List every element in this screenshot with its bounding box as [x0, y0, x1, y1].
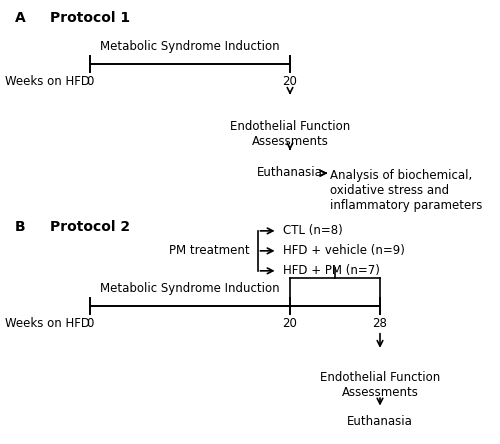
Text: Endothelial Function
Assessments: Endothelial Function Assessments	[320, 371, 440, 399]
Text: HFD + PM (n=7): HFD + PM (n=7)	[282, 264, 380, 278]
Text: B: B	[15, 220, 26, 234]
Text: CTL (n=8): CTL (n=8)	[282, 224, 343, 238]
Text: PM treatment: PM treatment	[170, 244, 250, 258]
Text: A: A	[15, 11, 26, 25]
Text: Weeks on HFD: Weeks on HFD	[5, 317, 90, 330]
Text: Metabolic Syndrome Induction: Metabolic Syndrome Induction	[100, 40, 280, 53]
Text: 0: 0	[86, 317, 94, 330]
Text: Analysis of biochemical,
oxidative stress and
inflammatory parameters: Analysis of biochemical, oxidative stres…	[330, 169, 482, 212]
Text: Euthanasia: Euthanasia	[257, 166, 323, 179]
Text: Protocol 1: Protocol 1	[50, 11, 130, 25]
Text: Euthanasia: Euthanasia	[347, 415, 413, 428]
Text: HFD + vehicle (n=9): HFD + vehicle (n=9)	[282, 244, 405, 258]
Text: 28: 28	[372, 317, 388, 330]
Text: Metabolic Syndrome Induction: Metabolic Syndrome Induction	[100, 282, 280, 295]
Text: Protocol 2: Protocol 2	[50, 220, 130, 234]
Text: 20: 20	[282, 75, 298, 88]
Text: Weeks on HFD: Weeks on HFD	[5, 75, 90, 88]
Text: 20: 20	[282, 317, 298, 330]
Text: 0: 0	[86, 75, 94, 88]
Text: Endothelial Function
Assessments: Endothelial Function Assessments	[230, 120, 350, 148]
